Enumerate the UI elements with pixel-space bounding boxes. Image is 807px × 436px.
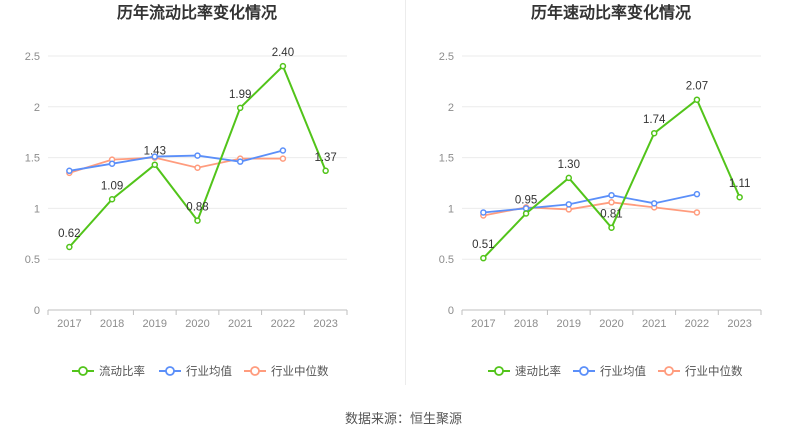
y-tick-label: 1	[34, 203, 40, 215]
legend-label: 速动比率	[515, 364, 561, 378]
data-label: 1.11	[729, 178, 751, 190]
y-tick-label: 2.5	[25, 51, 40, 63]
data-label: 2.07	[686, 81, 708, 93]
legend-swatch-marker	[250, 366, 260, 376]
data-point-series-1	[650, 129, 658, 137]
data-point-series-2	[194, 152, 201, 159]
data-point-series-2	[66, 167, 73, 175]
x-tick-label: 2017	[471, 318, 495, 330]
data-point-series-3	[279, 155, 287, 162]
legend-label: 流动比率	[99, 364, 145, 378]
data-point-series-2	[608, 191, 615, 199]
series-line-1	[482, 98, 741, 259]
y-tick-label: 0.5	[25, 254, 40, 266]
data-point-series-1	[522, 210, 530, 217]
y-tick-label: 0	[448, 305, 454, 317]
x-tick-label: 2022	[271, 318, 295, 330]
data-point-series-2	[693, 190, 701, 198]
data-point-series-2	[151, 153, 159, 160]
legend-swatch-marker	[494, 366, 504, 376]
data-point-series-3	[194, 164, 201, 172]
data-point-series-1	[480, 254, 487, 262]
data-point-series-3	[608, 199, 615, 206]
data-point-series-3	[693, 209, 701, 216]
x-tick-label: 2020	[599, 318, 623, 330]
series-line-3	[69, 156, 283, 174]
data-point-series-2	[108, 160, 116, 167]
data-point-series-1	[322, 167, 329, 175]
current-ratio-chart: 历年流动比率变化情况 0 0.5 1 1.5 2 2.5 2017 2018 2019 2020 20…	[25, 3, 348, 378]
data-point-series-1	[565, 174, 573, 182]
data-point-series-1	[108, 196, 116, 203]
data-point-series-2	[565, 201, 573, 208]
legend-swatch-marker	[579, 366, 589, 376]
data-label: 1.30	[558, 159, 580, 171]
legend-label: 行业中位数	[271, 364, 329, 378]
x-tick-label: 2018	[514, 318, 538, 330]
y-tick-label: 2.5	[439, 51, 454, 63]
legend-swatch-marker	[78, 366, 88, 376]
x-tick-label: 2023	[727, 318, 751, 330]
x-tick-label: 2021	[642, 318, 666, 330]
data-label: 2.40	[272, 47, 294, 59]
data-point-series-1	[279, 62, 287, 70]
y-tick-label: 0	[34, 305, 40, 317]
y-tick-label: 1	[448, 203, 454, 215]
y-tick-label: 1.5	[25, 153, 40, 165]
series-line-2	[69, 149, 284, 172]
data-point-series-3	[565, 206, 573, 213]
data-point-series-1	[608, 224, 615, 231]
chart-title: 历年流动比率变化情况	[117, 3, 277, 22]
data-point-series-2	[480, 209, 487, 216]
x-tick-label: 2018	[100, 318, 124, 330]
x-tick-label: 2019	[143, 318, 167, 330]
y-tick-label: 1.5	[439, 153, 454, 165]
x-tick-label: 2023	[313, 318, 337, 330]
data-point-series-2	[522, 205, 530, 212]
x-tick-label: 2017	[57, 318, 81, 330]
data-label: 1.09	[101, 180, 123, 192]
data-label: 1.43	[144, 146, 166, 158]
data-point-series-1	[194, 217, 201, 224]
data-label: 0.51	[472, 239, 494, 251]
data-label: 0.81	[600, 209, 622, 221]
data-point-series-1	[66, 243, 73, 251]
legend-label: 行业均值	[186, 365, 232, 378]
legend-label: 行业均值	[600, 365, 646, 378]
data-label: 1.37	[314, 152, 336, 164]
y-tick-label: 2	[34, 102, 40, 114]
x-tick-label: 2022	[685, 318, 709, 330]
x-tick-label: 2021	[228, 318, 252, 330]
legend-swatch-marker	[165, 366, 175, 376]
legend-swatch-marker	[664, 366, 674, 376]
chart-title: 历年速动比率变化情况	[531, 3, 691, 22]
data-label: 0.95	[515, 194, 537, 206]
data-point-series-1	[693, 96, 701, 103]
y-tick-label: 2	[448, 102, 454, 114]
x-tick-label: 2019	[557, 318, 581, 330]
data-point-series-1	[151, 161, 159, 168]
legend-label: 行业中位数	[685, 364, 743, 378]
y-tick-label: 0.5	[439, 254, 454, 266]
data-point-series-1	[236, 104, 244, 112]
chart-divider	[405, 0, 406, 385]
data-point-series-2	[236, 158, 244, 165]
data-source-footer: 数据来源：恒生聚源	[344, 411, 462, 426]
data-label: 1.99	[229, 89, 251, 101]
data-point-series-2	[650, 200, 658, 207]
data-label: 0.62	[58, 228, 80, 240]
series-line-2	[483, 193, 698, 214]
data-point-series-1	[736, 193, 743, 201]
data-label: 1.74	[643, 114, 666, 126]
x-tick-label: 2020	[185, 318, 209, 330]
data-label: 0.88	[186, 202, 208, 214]
data-point-series-2	[279, 147, 287, 154]
